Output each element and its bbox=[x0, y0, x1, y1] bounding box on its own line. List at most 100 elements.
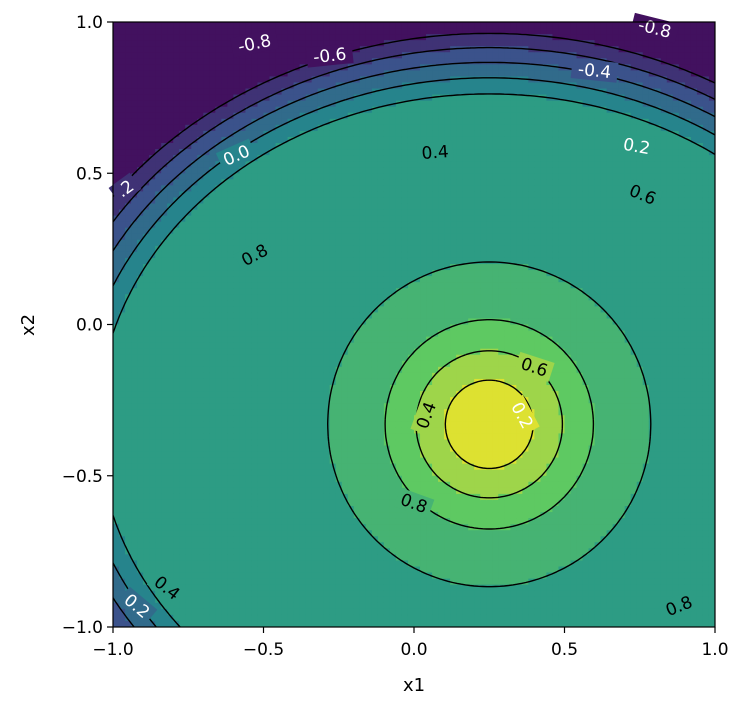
contour-band-cell bbox=[113, 221, 120, 229]
contour-band-cell bbox=[203, 360, 210, 368]
contour-band-cell bbox=[395, 88, 403, 96]
contour-band-cell bbox=[113, 427, 120, 434]
contour-band-cell bbox=[149, 264, 156, 271]
contour-band-cell bbox=[209, 342, 216, 350]
contour-band-cell bbox=[287, 52, 295, 59]
contour-band-cell bbox=[353, 264, 361, 271]
contour-band-cell bbox=[203, 70, 210, 78]
contour-band-cell bbox=[257, 227, 265, 235]
contour-band-cell bbox=[335, 251, 343, 259]
contour-band-cell bbox=[275, 554, 283, 562]
contour-band-cell bbox=[203, 112, 210, 120]
contour-band-cell bbox=[125, 354, 132, 362]
contour-band-cell bbox=[179, 342, 186, 350]
contour-band-cell bbox=[143, 82, 150, 90]
contour-band-cell bbox=[299, 22, 307, 29]
contour-band-cell bbox=[353, 481, 361, 489]
contour-band-cell bbox=[311, 245, 319, 253]
contour-band-cell bbox=[353, 245, 361, 253]
contour-band-cell bbox=[179, 445, 186, 453]
contour-band-cell bbox=[119, 354, 126, 362]
contour-band-cell bbox=[263, 620, 271, 627]
contour-band-cell bbox=[143, 324, 150, 332]
contour-band-cell bbox=[269, 221, 277, 229]
contour-band-cell bbox=[245, 233, 253, 241]
contour-band-cell bbox=[269, 385, 277, 392]
contour-band-cell bbox=[221, 257, 228, 265]
contour-band-cell bbox=[365, 112, 373, 120]
contour-band-cell bbox=[263, 518, 271, 525]
contour-band-cell bbox=[185, 294, 192, 301]
contour-band-cell bbox=[407, 124, 415, 132]
contour-band-cell bbox=[119, 439, 126, 447]
contour-band-cell bbox=[221, 566, 228, 574]
contour-band-cell bbox=[203, 427, 210, 434]
contour-band-cell bbox=[323, 312, 331, 320]
contour-band-cell bbox=[131, 475, 138, 483]
contour-band-cell bbox=[305, 554, 313, 562]
contour-band-cell bbox=[221, 288, 228, 295]
contour-band-cell bbox=[143, 542, 150, 549]
contour-band-cell bbox=[407, 161, 415, 168]
contour-band-cell bbox=[185, 572, 192, 580]
contour-band-cell bbox=[329, 475, 337, 483]
contour-band-cell bbox=[371, 512, 379, 519]
contour-band-cell bbox=[299, 512, 307, 519]
contour-band-cell bbox=[161, 457, 168, 465]
contour-band-cell bbox=[269, 524, 277, 531]
contour-band-cell bbox=[269, 106, 277, 114]
contour-band-cell bbox=[323, 481, 331, 489]
contour-band-cell bbox=[257, 566, 265, 574]
contour-band-cell bbox=[209, 70, 216, 78]
contour-band-cell bbox=[167, 76, 174, 84]
contour-band-cell bbox=[149, 70, 156, 78]
contour-band-cell bbox=[323, 451, 331, 459]
contour-band-cell bbox=[305, 106, 313, 114]
contour-band-cell bbox=[239, 161, 247, 168]
contour-band-cell bbox=[341, 584, 349, 592]
contour-band-cell bbox=[215, 620, 222, 627]
contour-band-cell bbox=[263, 342, 271, 350]
contour-band-cell bbox=[395, 524, 403, 531]
contour-band-cell bbox=[347, 518, 355, 525]
contour-band-cell bbox=[203, 46, 210, 53]
contour-band-cell bbox=[287, 439, 295, 447]
contour-band-cell bbox=[323, 614, 331, 622]
contour-band-cell bbox=[215, 46, 222, 53]
contour-band-cell bbox=[227, 70, 234, 78]
contour-band-cell bbox=[155, 136, 162, 144]
contour-band-cell bbox=[209, 421, 216, 428]
contour-band-cell bbox=[185, 530, 192, 537]
contour-band-cell bbox=[341, 264, 349, 271]
contour-band-cell bbox=[353, 433, 361, 441]
contour-band-cell bbox=[215, 578, 222, 586]
contour-band-cell bbox=[137, 330, 144, 338]
contour-band-cell bbox=[341, 596, 349, 604]
contour-band-cell bbox=[269, 197, 277, 205]
contour-band-cell bbox=[221, 560, 228, 568]
contour-band-cell bbox=[209, 530, 216, 537]
contour-band-cell bbox=[269, 100, 277, 108]
contour-band-cell bbox=[167, 415, 174, 422]
contour-band-cell bbox=[203, 391, 210, 398]
contour-band-cell bbox=[353, 324, 361, 332]
contour-band-cell bbox=[113, 106, 120, 114]
contour-band-cell bbox=[395, 191, 403, 199]
contour-band-cell bbox=[377, 294, 385, 301]
contour-band-cell bbox=[287, 203, 295, 211]
contour-band-cell bbox=[149, 475, 156, 483]
contour-band-cell bbox=[245, 161, 253, 168]
contour-band-cell bbox=[245, 312, 253, 320]
contour-band-cell bbox=[149, 469, 156, 477]
contour-band-cell bbox=[173, 566, 180, 574]
contour-band-cell bbox=[263, 560, 271, 568]
contour-band-cell bbox=[215, 179, 222, 186]
contour-band-cell bbox=[353, 554, 361, 562]
contour-band-cell bbox=[323, 596, 331, 604]
contour-band-cell bbox=[263, 100, 271, 108]
contour-band-cell bbox=[377, 94, 385, 102]
contour-band-cell bbox=[311, 324, 319, 332]
contour-band-cell bbox=[149, 282, 156, 289]
contour-band-cell bbox=[185, 481, 192, 489]
contour-band-cell bbox=[401, 566, 409, 574]
